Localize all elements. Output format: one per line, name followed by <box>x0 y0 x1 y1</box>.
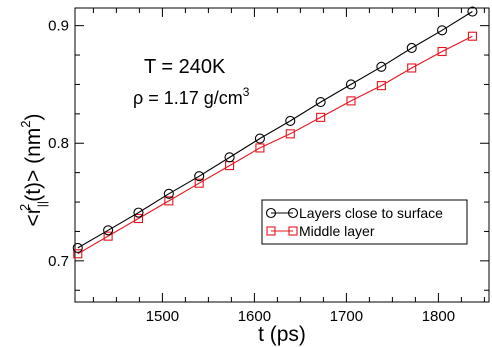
data-point <box>254 133 265 144</box>
x-tick-label: 1600 <box>238 308 271 325</box>
legend-swatch-marker <box>265 207 277 219</box>
series-line <box>77 35 473 255</box>
x-axis-title: t (ps) <box>258 323 306 346</box>
y-axis-title-end: ) <box>22 113 45 120</box>
annotation-density: ρ = 1.17 g/cm3 <box>133 85 250 108</box>
data-point <box>437 25 448 36</box>
legend-entries: Layers close to surface Middle layer <box>265 205 443 239</box>
legend-box <box>261 199 468 245</box>
data-point <box>164 196 174 206</box>
data-point <box>194 171 205 182</box>
series-layer <box>72 6 478 259</box>
y-axis-title-subscript: || <box>35 201 49 207</box>
annotation-density-text: ρ = 1.17 g/cm <box>133 88 243 108</box>
data-point <box>194 178 204 188</box>
legend: Layers close to surface Middle layer <box>261 199 468 245</box>
data-point <box>73 249 83 259</box>
data-point <box>316 112 326 122</box>
annotation-density-superscript: 3 <box>243 85 250 99</box>
legend-entry: Middle layer <box>266 223 375 239</box>
legend-swatch-marker <box>287 207 299 219</box>
data-point <box>72 242 83 253</box>
data-point <box>437 46 447 57</box>
data-point <box>346 96 356 106</box>
series-1 <box>72 6 478 253</box>
x-tick-label: 1700 <box>330 308 363 325</box>
y-axis-title-prefix: <r <box>22 207 45 226</box>
x-tick-label: 1800 <box>422 308 455 325</box>
axes-frame <box>74 7 490 303</box>
legend-swatch-marker <box>288 226 298 236</box>
data-point <box>406 42 417 54</box>
legend-entry: Layers close to surface <box>265 205 443 221</box>
series-line <box>77 11 473 249</box>
data-point <box>467 31 477 41</box>
data-point <box>285 129 295 139</box>
data-point <box>133 213 144 224</box>
data-point <box>133 207 144 218</box>
data-point <box>285 115 296 126</box>
y-axis-title-superscript: 2 <box>17 204 32 211</box>
data-point <box>467 6 478 17</box>
data-point <box>315 97 326 108</box>
x-tick-label: 1500 <box>146 308 179 325</box>
x-axis-ticks: 1500 1600 1700 1800 <box>92 8 485 325</box>
y-tick-label: 0.8 <box>48 135 69 152</box>
data-point <box>407 63 417 73</box>
series-2 <box>73 31 477 259</box>
annotation-temperature: T = 240K <box>144 56 226 78</box>
plot-frame <box>74 7 490 303</box>
y-tick-label: 0.7 <box>48 253 69 270</box>
data-point <box>103 225 114 236</box>
y-axis-title-middle: (t)> (nm <box>22 128 45 202</box>
data-point <box>255 143 265 153</box>
data-point <box>376 81 386 91</box>
data-point <box>163 188 174 199</box>
y-axis-title: <r||2(t)> (nm2) <box>17 113 49 226</box>
legend-swatch-marker <box>266 226 276 236</box>
legend-label: Middle layer <box>299 223 375 239</box>
y-axis-title-unit-superscript: 2 <box>18 120 33 127</box>
y-tick-label: 0.9 <box>48 18 69 35</box>
data-point <box>224 152 235 163</box>
y-axis-ticks: 0.7 0.8 0.9 <box>48 18 489 291</box>
data-point <box>376 61 387 72</box>
data-point <box>345 79 357 90</box>
data-point <box>103 231 113 241</box>
legend-label: Layers close to surface <box>299 205 443 221</box>
